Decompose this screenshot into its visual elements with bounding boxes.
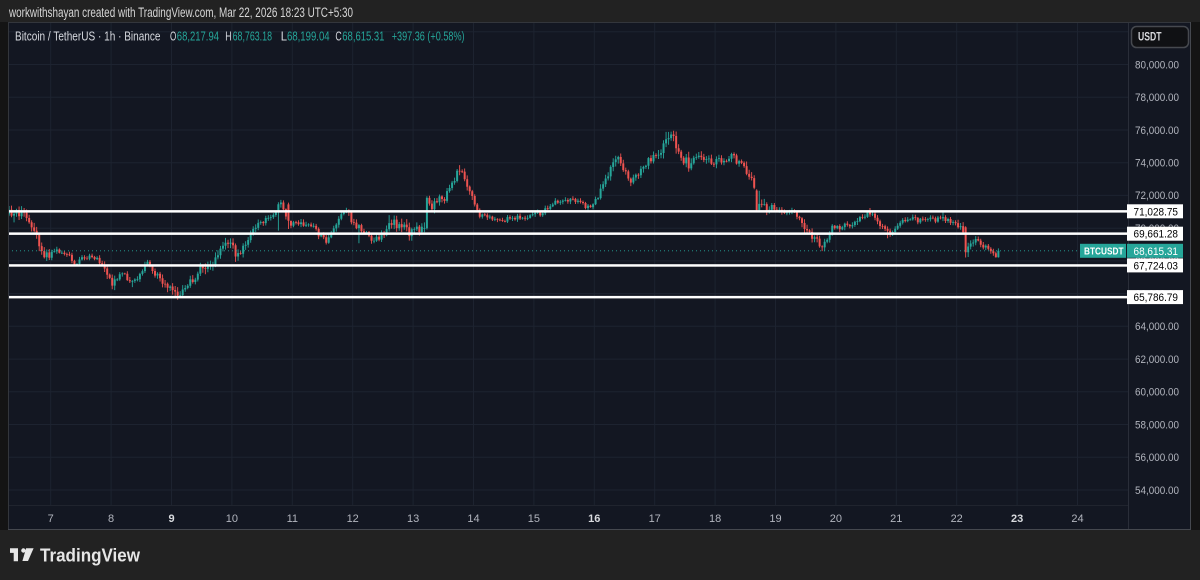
- svg-text:BTCUSDT: BTCUSDT: [1084, 246, 1124, 258]
- svg-text:O: O: [170, 29, 176, 44]
- svg-text:78,000.00: 78,000.00: [1135, 92, 1179, 104]
- svg-text:54,000.00: 54,000.00: [1135, 485, 1179, 497]
- svg-text:76,000.00: 76,000.00: [1135, 125, 1179, 137]
- svg-text:+397.36 (+0.58%): +397.36 (+0.58%): [392, 29, 465, 44]
- svg-text:L: L: [281, 29, 287, 44]
- svg-text:USDT: USDT: [1138, 30, 1162, 44]
- svg-text:62,000.00: 62,000.00: [1135, 354, 1179, 366]
- svg-text:H: H: [225, 29, 231, 44]
- svg-text:13: 13: [407, 513, 419, 525]
- svg-text:72,000.00: 72,000.00: [1135, 190, 1179, 202]
- svg-text:74,000.00: 74,000.00: [1135, 158, 1179, 170]
- svg-text:58,000.00: 58,000.00: [1135, 419, 1179, 431]
- svg-text:68,763.18: 68,763.18: [233, 29, 272, 44]
- svg-text:20: 20: [830, 513, 842, 525]
- svg-text:21: 21: [890, 513, 902, 525]
- svg-text:23: 23: [1011, 513, 1023, 525]
- svg-text:68,615.31: 68,615.31: [1134, 246, 1179, 258]
- svg-text:69,661.28: 69,661.28: [1134, 229, 1179, 241]
- svg-text:8: 8: [108, 513, 114, 525]
- svg-text:56,000.00: 56,000.00: [1135, 452, 1179, 464]
- svg-text:16: 16: [588, 513, 600, 525]
- svg-text:C: C: [335, 29, 341, 44]
- svg-text:65,786.79: 65,786.79: [1134, 292, 1179, 304]
- svg-text:15: 15: [528, 513, 540, 525]
- svg-text:10: 10: [226, 513, 238, 525]
- svg-text:24: 24: [1071, 513, 1083, 525]
- svg-text:80,000.00: 80,000.00: [1135, 59, 1179, 71]
- svg-text:11: 11: [287, 513, 298, 525]
- svg-text:71,028.75: 71,028.75: [1134, 206, 1179, 218]
- svg-text:22: 22: [951, 513, 963, 525]
- svg-text:17: 17: [649, 513, 661, 525]
- svg-text:7: 7: [48, 513, 54, 525]
- svg-text:TradingView: TradingView: [40, 546, 141, 566]
- svg-text:14: 14: [467, 513, 479, 525]
- svg-text:67,724.03: 67,724.03: [1134, 260, 1179, 272]
- svg-text:60,000.00: 60,000.00: [1135, 387, 1179, 399]
- svg-text:Bitcoin / TetherUS · 1h · Bina: Bitcoin / TetherUS · 1h · Binance: [15, 29, 161, 44]
- svg-text:18: 18: [709, 513, 721, 525]
- svg-text:12: 12: [347, 513, 359, 525]
- svg-text:workwithshayan created with Tr: workwithshayan created with TradingView.…: [8, 5, 353, 20]
- svg-text:9: 9: [168, 513, 174, 525]
- svg-text:68,199.04: 68,199.04: [287, 29, 330, 44]
- svg-text:68,615.31: 68,615.31: [342, 29, 384, 44]
- svg-text:19: 19: [769, 513, 781, 525]
- svg-text:64,000.00: 64,000.00: [1135, 321, 1179, 333]
- svg-text:68,217.94: 68,217.94: [177, 29, 219, 44]
